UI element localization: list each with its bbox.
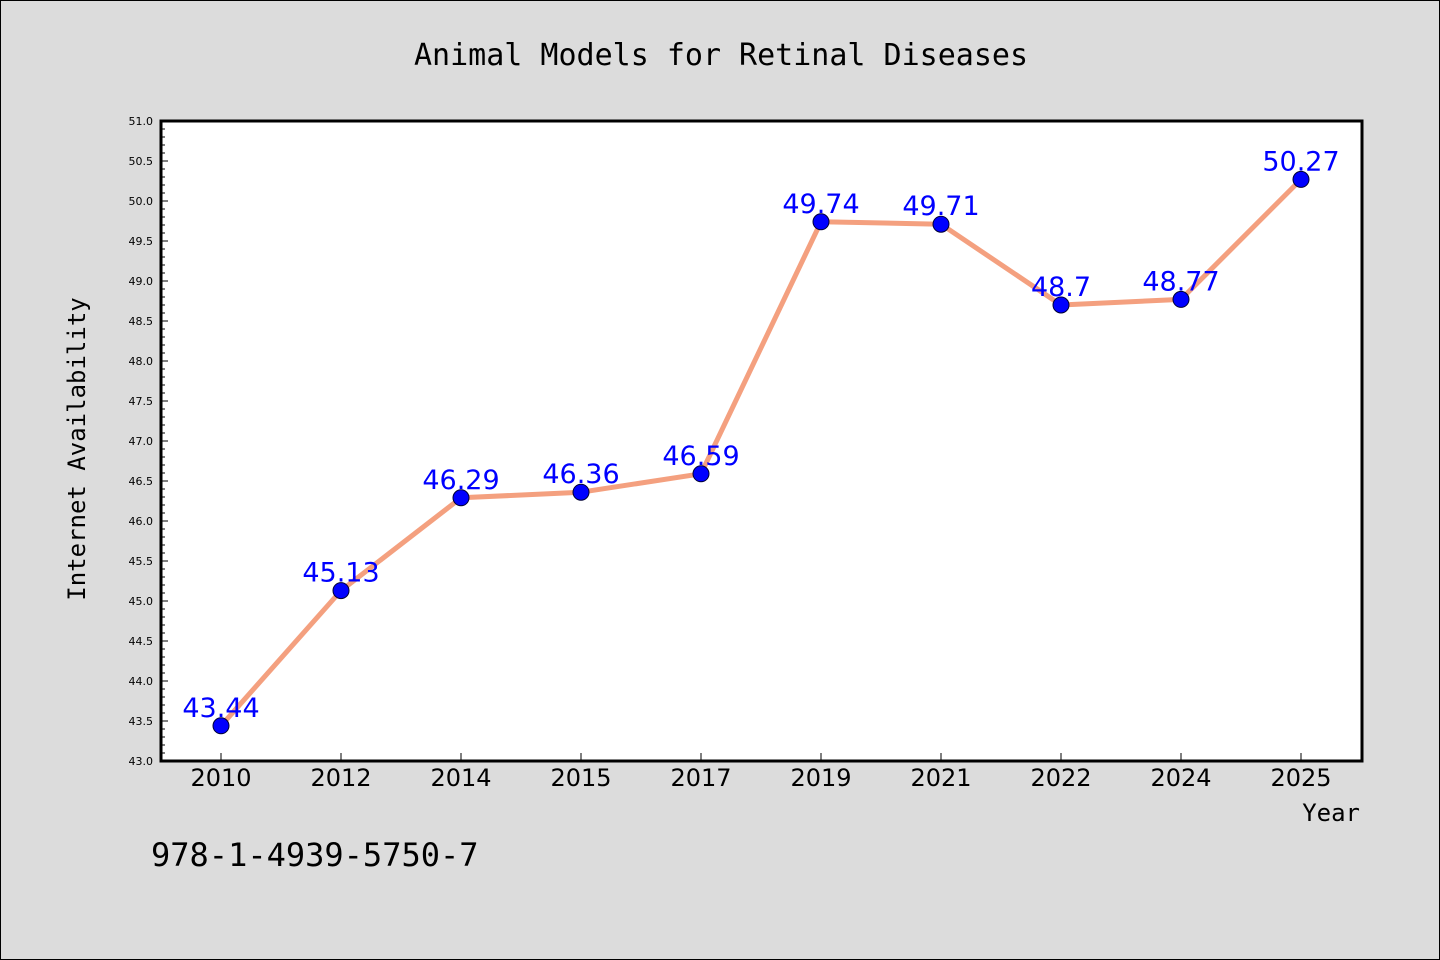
x-tick-label: 2021 bbox=[910, 764, 971, 792]
y-tick-label: 44.5 bbox=[129, 635, 154, 648]
y-tick-label: 49.5 bbox=[129, 235, 154, 248]
series-line bbox=[219, 177, 1303, 728]
x-axis-ticks: 2010 2012 2014 2015 2017 2019 2021 2022 2024 2025 bbox=[190, 753, 1332, 792]
y-tick-label: 48.5 bbox=[129, 315, 154, 328]
isbn-annotation: 978-1-4939-5750-7 bbox=[151, 836, 479, 874]
x-tick-label: 2022 bbox=[1030, 764, 1091, 792]
data-point bbox=[1052, 296, 1070, 314]
data-value-label: 46.36 bbox=[542, 459, 619, 490]
data-point bbox=[692, 465, 710, 483]
x-tick-label: 2017 bbox=[670, 764, 731, 792]
y-tick-label: 49.0 bbox=[129, 275, 154, 288]
y-tick-label: 43.5 bbox=[129, 715, 154, 728]
y-tick-label: 43.0 bbox=[129, 755, 154, 768]
data-value-label: 48.7 bbox=[1031, 272, 1091, 303]
x-tick-label: 2010 bbox=[190, 764, 251, 792]
data-point bbox=[932, 215, 950, 233]
x-tick-label: 2012 bbox=[310, 764, 371, 792]
data-value-label: 49.74 bbox=[782, 189, 859, 220]
data-value-label: 48.77 bbox=[1142, 266, 1219, 297]
x-axis-label: Year bbox=[1302, 799, 1360, 827]
x-tick-label: 2024 bbox=[1150, 764, 1211, 792]
y-tick-label: 51.0 bbox=[129, 115, 154, 128]
data-point bbox=[812, 213, 830, 231]
x-tick-label: 2019 bbox=[790, 764, 851, 792]
y-tick-label: 50.0 bbox=[129, 195, 154, 208]
y-tick-label: 46.0 bbox=[129, 515, 154, 528]
y-axis-label: Internet Availability bbox=[63, 297, 91, 600]
data-point bbox=[212, 717, 230, 735]
series-layer bbox=[212, 170, 1310, 735]
data-point bbox=[452, 489, 470, 507]
data-labels: 43.44 45.13 46.29 46.36 46.59 49.74 49.71 48.7 4… bbox=[182, 146, 1339, 723]
plot-area bbox=[161, 121, 1362, 761]
data-value-label: 49.71 bbox=[902, 191, 979, 222]
y-tick-label: 48.0 bbox=[129, 355, 154, 368]
data-value-label: 43.44 bbox=[182, 693, 259, 724]
y-tick-label: 44.0 bbox=[129, 675, 154, 688]
data-point bbox=[572, 483, 590, 501]
y-tick-label: 47.0 bbox=[129, 435, 154, 448]
chart-title: Animal Models for Retinal Diseases bbox=[414, 38, 1028, 73]
y-tick-label: 50.5 bbox=[129, 155, 154, 168]
x-tick-label: 2015 bbox=[550, 764, 611, 792]
y-tick-label: 46.5 bbox=[129, 475, 154, 488]
y-tick-label: 45.0 bbox=[129, 595, 154, 608]
data-value-label: 46.59 bbox=[662, 441, 739, 472]
data-point bbox=[1172, 290, 1190, 308]
plot-frame bbox=[159, 119, 1364, 763]
x-tick-label: 2014 bbox=[430, 764, 491, 792]
data-value-label: 45.13 bbox=[302, 558, 379, 589]
y-tick-label: 45.5 bbox=[129, 555, 154, 568]
data-point bbox=[1292, 170, 1310, 188]
x-tick-label: 2025 bbox=[1270, 764, 1331, 792]
data-value-label: 50.27 bbox=[1262, 146, 1339, 177]
y-tick-label: 47.5 bbox=[129, 395, 154, 408]
data-value-label: 46.29 bbox=[422, 465, 499, 496]
data-point bbox=[332, 582, 350, 600]
